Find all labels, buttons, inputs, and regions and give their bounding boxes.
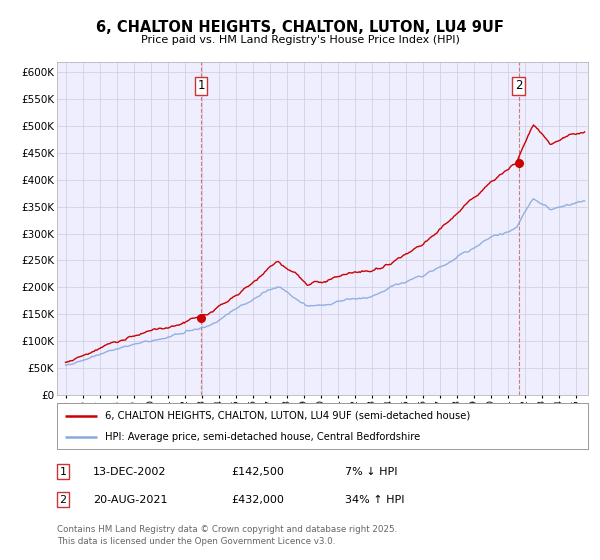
Text: 6, CHALTON HEIGHTS, CHALTON, LUTON, LU4 9UF (semi-detached house): 6, CHALTON HEIGHTS, CHALTON, LUTON, LU4 … [105, 410, 470, 421]
Text: HPI: Average price, semi-detached house, Central Bedfordshire: HPI: Average price, semi-detached house,… [105, 432, 420, 442]
Text: 2: 2 [515, 80, 523, 92]
Text: 34% ↑ HPI: 34% ↑ HPI [345, 494, 404, 505]
Text: 6, CHALTON HEIGHTS, CHALTON, LUTON, LU4 9UF: 6, CHALTON HEIGHTS, CHALTON, LUTON, LU4 … [96, 20, 504, 35]
Text: 2: 2 [59, 494, 67, 505]
Text: 1: 1 [59, 466, 67, 477]
Text: £142,500: £142,500 [231, 466, 284, 477]
Text: Price paid vs. HM Land Registry's House Price Index (HPI): Price paid vs. HM Land Registry's House … [140, 35, 460, 45]
Text: 20-AUG-2021: 20-AUG-2021 [93, 494, 167, 505]
Text: 1: 1 [197, 80, 205, 92]
Text: 7% ↓ HPI: 7% ↓ HPI [345, 466, 398, 477]
Text: £432,000: £432,000 [231, 494, 284, 505]
Text: 13-DEC-2002: 13-DEC-2002 [93, 466, 167, 477]
Text: Contains HM Land Registry data © Crown copyright and database right 2025.
This d: Contains HM Land Registry data © Crown c… [57, 525, 397, 546]
